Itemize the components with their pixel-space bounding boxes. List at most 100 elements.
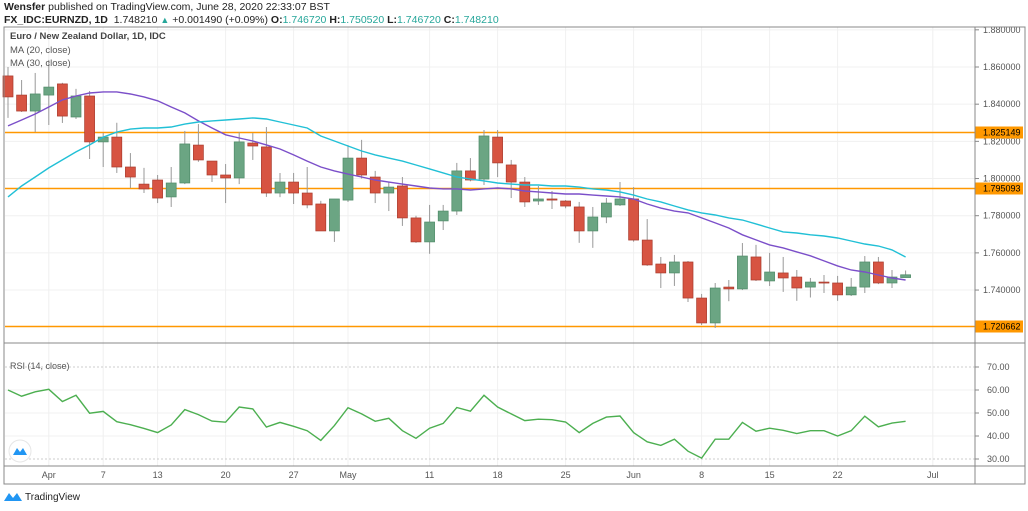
time-axis-label: Jul (927, 470, 939, 480)
horizontal-levels (5, 131, 975, 328)
moving-averages (7, 91, 906, 281)
candle (832, 275, 843, 301)
candle (587, 206, 599, 248)
candle-body (492, 136, 503, 164)
grid (5, 27, 975, 466)
tradingview-logo[interactable]: TradingView (4, 491, 80, 503)
candle-body (465, 170, 476, 181)
candle (614, 182, 626, 207)
candle-body (560, 200, 571, 207)
candle (723, 280, 735, 302)
author[interactable]: Wensfer (4, 1, 46, 13)
time-axis-label: Jun (626, 470, 641, 480)
price-axis-label: 1.760000 (983, 248, 1021, 258)
legend-ma20[interactable]: MA (20, close) (10, 45, 71, 56)
candle (301, 167, 313, 209)
candle (84, 90, 95, 160)
candle-body (791, 276, 803, 289)
candle (437, 204, 449, 231)
candle (900, 270, 911, 278)
candle-body (329, 198, 340, 232)
candle (655, 256, 667, 289)
candle-body (546, 198, 558, 201)
time-axis-label: 8 (699, 470, 704, 480)
candle (873, 256, 884, 285)
candle (737, 243, 748, 291)
legend-rsi[interactable]: RSI (14, close) (10, 361, 70, 371)
candle-body (43, 86, 55, 96)
candle-body (152, 179, 163, 199)
legend-ma30[interactable]: MA (30, close) (10, 58, 71, 69)
candle (233, 132, 245, 185)
candle-body (356, 157, 367, 176)
publish-info: Wensfer published on TradingView.com, Ju… (4, 1, 330, 13)
candle (410, 215, 422, 243)
candle-body (845, 286, 857, 296)
open-value: 1.746720 (282, 14, 327, 26)
candle-body (16, 94, 27, 112)
candle (369, 170, 381, 204)
high-value: 1.750520 (340, 14, 385, 26)
candle (777, 256, 789, 292)
candle (845, 277, 857, 296)
candle (152, 174, 163, 204)
candle-body (900, 274, 911, 278)
axes: Apr 7 13 20 27 May 11 18 25 Jun 8 15 22 Jul 1.880000 1.… (42, 25, 1023, 480)
candle (97, 132, 109, 167)
price-axis-label: 1.840000 (983, 99, 1021, 109)
tradingview-logo-icon (4, 493, 22, 501)
candle-body (873, 261, 884, 284)
candle (519, 177, 531, 207)
candle (641, 219, 653, 266)
ma30-line (7, 117, 906, 258)
candle (2, 67, 14, 118)
candle-body (165, 182, 177, 198)
candle-body (261, 146, 272, 194)
candle (560, 200, 571, 209)
candle (764, 252, 775, 286)
candle (288, 172, 299, 204)
price-axis-label: 1.740000 (983, 285, 1021, 295)
candle (206, 160, 218, 183)
time-axis-label: Apr (42, 470, 56, 480)
candle (492, 130, 503, 178)
candle-body (111, 136, 123, 168)
candle (818, 274, 830, 294)
candle (397, 177, 408, 226)
close-label: C: (443, 14, 455, 26)
low-value: 1.746720 (397, 14, 441, 26)
candle-body (614, 198, 626, 206)
candle-body (587, 216, 599, 232)
candle-body (682, 261, 694, 299)
candle (356, 139, 367, 179)
time-axis-label: 22 (833, 470, 843, 480)
candle-body (764, 271, 775, 282)
legend-title: Euro / New Zealand Dollar, 1D, IDC (10, 31, 166, 42)
candle (573, 201, 585, 243)
candle-body (125, 166, 136, 178)
candle-body (886, 276, 898, 284)
level-price-badge (975, 126, 1023, 139)
candle-body (750, 256, 762, 281)
candle-body (29, 93, 41, 112)
candle-body (70, 95, 82, 118)
candle-body (505, 164, 517, 183)
candle-body (777, 272, 789, 279)
candle (138, 167, 150, 194)
candle-body (818, 281, 830, 284)
candle (315, 200, 327, 232)
candle-body (859, 261, 871, 288)
candle-body (533, 198, 544, 202)
candle-body (301, 192, 313, 206)
candle (505, 159, 517, 199)
price-axis-label: 1.860000 (983, 62, 1021, 72)
candle (247, 132, 259, 160)
candle-body (233, 141, 245, 179)
rsi-axis-label: 40.00 (987, 431, 1010, 441)
open-label: O: (270, 14, 283, 26)
candle-body (247, 142, 259, 147)
candle-body (84, 95, 95, 143)
level-price-label: 1.825149 (983, 128, 1021, 138)
candle-body (641, 239, 653, 266)
